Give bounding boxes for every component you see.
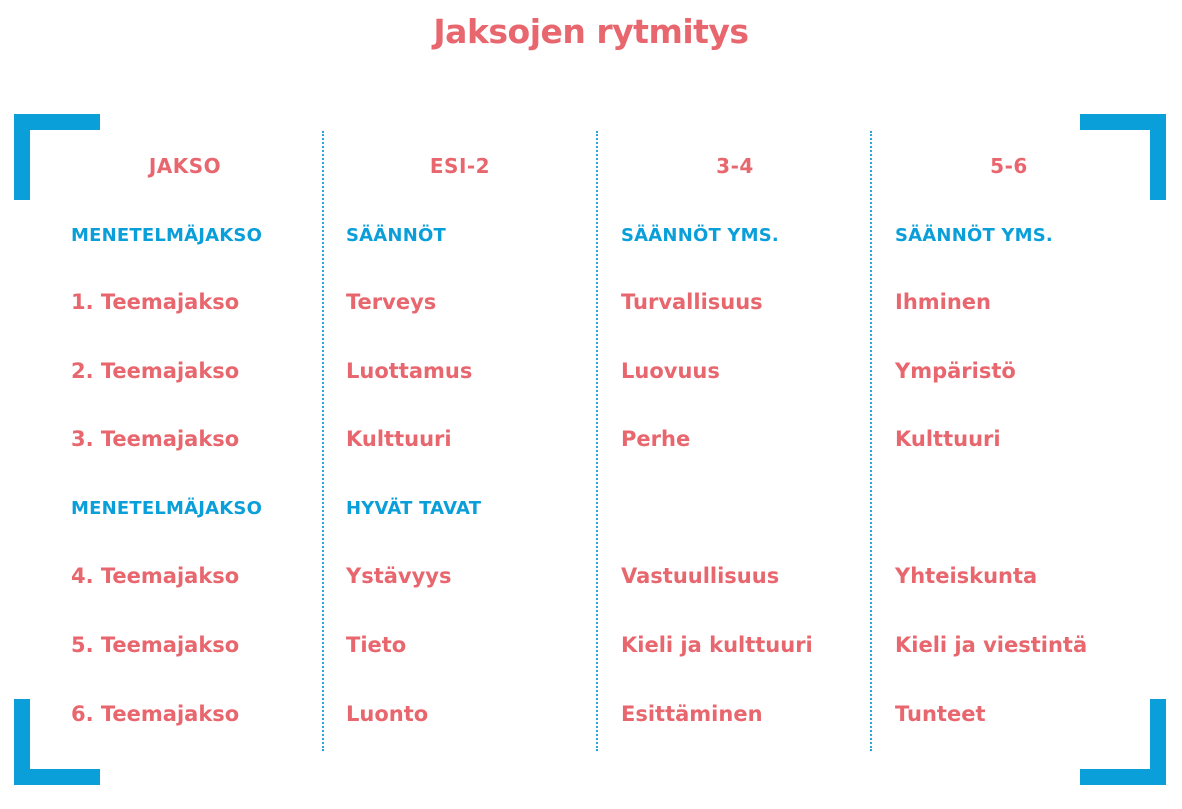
column-divider [870, 131, 872, 751]
column-cell: Luonto [346, 702, 429, 726]
corner-bracket-bottom-right [1080, 699, 1166, 785]
column-cell: Turvallisuus [621, 290, 763, 314]
column-cell: Esittäminen [621, 702, 763, 726]
column-cell: Vastuullisuus [621, 564, 780, 588]
column-cell: MENETELMÄJAKSO [71, 498, 263, 519]
corner-bracket-top-right [1080, 114, 1166, 200]
column-cell: MENETELMÄJAKSO [71, 225, 263, 246]
column-cell: Luottamus [346, 359, 473, 383]
column-cell: Ystävyys [346, 564, 452, 588]
column-cell: Yhteiskunta [895, 564, 1038, 588]
column-cell: SÄÄNNÖT YMS. [895, 225, 1053, 246]
column-cell: Ympäristö [895, 359, 1016, 383]
column-cell: 3. Teemajakso [71, 427, 240, 451]
column-divider [322, 131, 324, 751]
column-cell: Kulttuuri [895, 427, 1001, 451]
column-cell: Kulttuuri [346, 427, 452, 451]
column-cell: 6. Teemajakso [71, 702, 240, 726]
column-header: 5-6 [990, 154, 1028, 178]
column-cell: HYVÄT TAVAT [346, 498, 482, 519]
column-cell: 5. Teemajakso [71, 633, 240, 657]
column-cell: 4. Teemajakso [71, 564, 240, 588]
column-cell: 1. Teemajakso [71, 290, 240, 314]
column-header: 3-4 [716, 154, 754, 178]
page-title: Jaksojen rytmitys [433, 12, 749, 51]
column-cell: 2. Teemajakso [71, 359, 240, 383]
column-cell: Perhe [621, 427, 691, 451]
corner-bracket-top-left [14, 114, 100, 200]
column-cell: SÄÄNNÖT YMS. [621, 225, 779, 246]
column-header: ESI-2 [429, 154, 491, 178]
column-cell: Kieli ja kulttuuri [621, 633, 813, 657]
column-cell: Luovuus [621, 359, 720, 383]
column-divider [596, 131, 598, 751]
corner-bracket-bottom-left [14, 699, 100, 785]
column-cell: Tunteet [895, 702, 986, 726]
column-cell: SÄÄNNÖT [346, 225, 446, 246]
column-cell: Kieli ja viestintä [895, 633, 1088, 657]
column-cell: Tieto [346, 633, 407, 657]
column-cell: Terveys [346, 290, 437, 314]
column-cell: Ihminen [895, 290, 991, 314]
column-header: JAKSO [148, 154, 222, 178]
